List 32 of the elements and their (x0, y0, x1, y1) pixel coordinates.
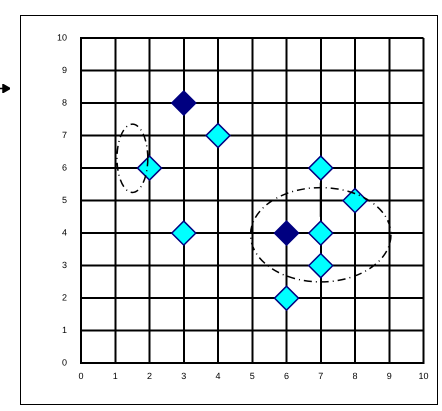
point (171, 90, 197, 116)
point (171, 220, 197, 246)
y-tick-label: 3 (62, 260, 68, 270)
x-tick-label: 5 (250, 371, 255, 382)
y-tick-label: 6 (62, 162, 68, 173)
x-tick-label: 8 (352, 371, 358, 382)
y-tick-label: 8 (62, 98, 68, 108)
x-tick-label: 9 (386, 371, 392, 382)
y-tick-label: 4 (62, 228, 68, 238)
y-tick-label: 5 (62, 195, 68, 206)
x-tick-label: 7 (318, 371, 324, 382)
point (308, 155, 334, 181)
y-tick-label: 7 (62, 130, 68, 140)
x-tick-label: 10 (418, 371, 429, 382)
point (205, 122, 231, 148)
point (342, 188, 368, 214)
x-tick-label: 4 (216, 371, 221, 382)
x-tick-label: 3 (181, 371, 186, 382)
x-tick-label: 0 (78, 371, 84, 382)
y-tick-label: 0 (62, 358, 68, 368)
x-tick-label: 1 (112, 371, 118, 382)
x-tick-label: 6 (284, 371, 290, 382)
y-tick-label: 2 (62, 292, 68, 303)
point (274, 220, 300, 246)
point (308, 252, 334, 278)
point (274, 285, 300, 311)
y-tick-label: 10 (56, 32, 68, 42)
x-tick-label: 2 (147, 371, 152, 382)
y-tick-label: 9 (62, 65, 68, 76)
point (136, 155, 162, 181)
point (308, 220, 334, 246)
y-tick-label: 1 (62, 325, 68, 336)
